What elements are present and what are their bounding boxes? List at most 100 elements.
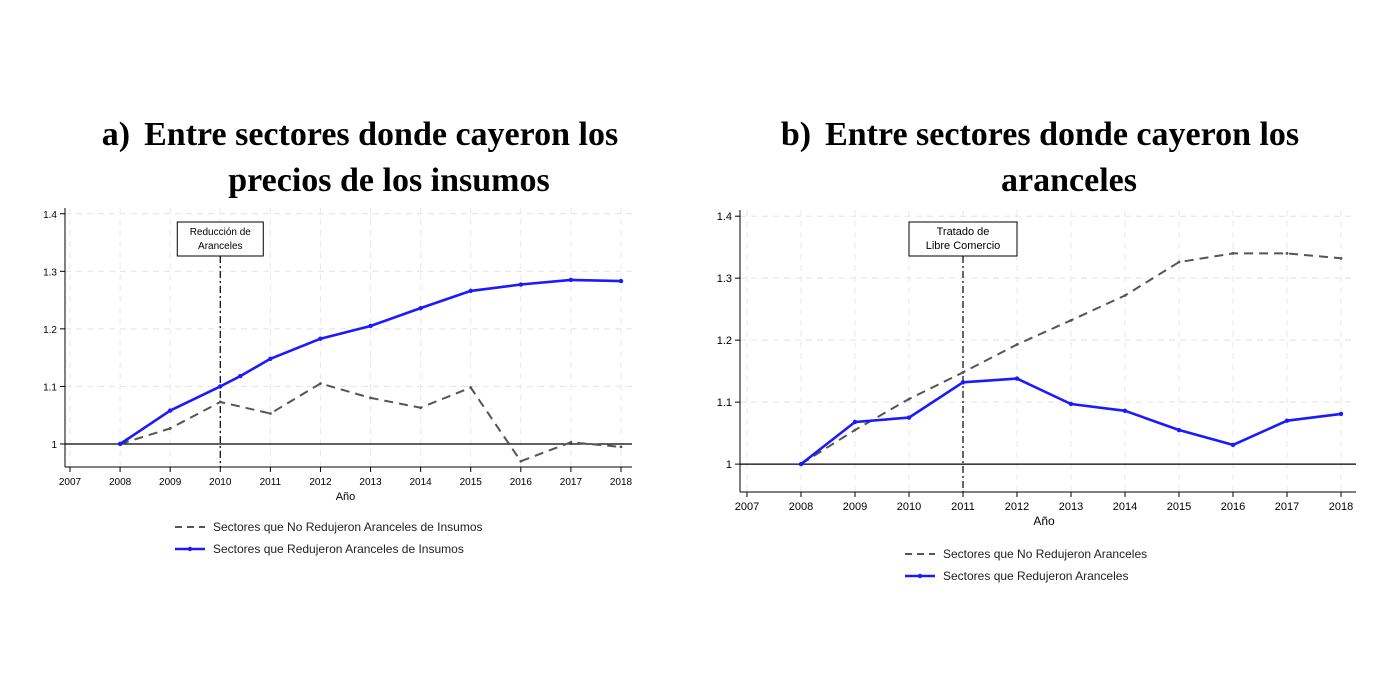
chart-a-xtick-label-4: 2011 bbox=[260, 477, 282, 488]
chart-a-series-0-point-4 bbox=[319, 382, 322, 385]
chart-b-ytick-label-2: 1.2 bbox=[717, 335, 732, 347]
chart-a-annotation-text-1: Aranceles bbox=[198, 241, 242, 252]
chart-b-xtick-label-10: 2017 bbox=[1275, 501, 1299, 513]
chart-a-annotation-box bbox=[176, 221, 264, 257]
chart-b-title: b) Entre sectores donde cayeron los aranc… bbox=[710, 112, 1370, 204]
chart-b-panel-label: b) bbox=[780, 116, 812, 153]
chart-a-xtick-label-6: 2013 bbox=[359, 477, 382, 488]
chart-a-series-1-point-0 bbox=[117, 441, 123, 447]
chart-a-series-0-point-1 bbox=[168, 427, 172, 430]
chart-a-series-0-point-10 bbox=[619, 445, 623, 449]
chart-b-series-1-point-2 bbox=[906, 415, 912, 420]
chart-b-series-0-point-7 bbox=[1177, 260, 1181, 264]
chart-a-xtick-label-3: 2010 bbox=[209, 477, 232, 488]
chart-a-series-1-point-2 bbox=[218, 384, 223, 389]
chart-a-xtick-label-5: 2012 bbox=[309, 477, 332, 488]
chart-a-series-1-point-3 bbox=[238, 373, 243, 379]
chart-a-series-0-point-2 bbox=[218, 400, 222, 404]
chart-b-xtick-label-5: 2012 bbox=[1005, 501, 1029, 513]
chart-a-series-0-point-3 bbox=[268, 412, 272, 415]
chart-a-title-line-1: Entre sectores donde cayeron los bbox=[144, 116, 619, 153]
chart-a: 1 1.1 1.2 1.3 1.4 2007 2008 2009 2010 2011 2012 201… bbox=[43, 208, 633, 556]
chart-b-series-1-point-5 bbox=[1068, 401, 1074, 407]
chart-a-xtick-label-2: 2009 bbox=[159, 477, 182, 488]
chart-b-title-line-2: aranceles bbox=[1001, 162, 1137, 199]
chart-b-xlabel: Año bbox=[1033, 514, 1055, 528]
chart-a-title-line-2: precios de los insumos bbox=[228, 162, 550, 199]
chart-a-xtick-label-0: 2007 bbox=[59, 477, 82, 488]
chart-b-ytick-label-4: 1.4 bbox=[717, 211, 732, 223]
chart-b-xtick-label-4: 2011 bbox=[951, 501, 975, 513]
chart-b-xtick-label-6: 2013 bbox=[1059, 501, 1083, 513]
chart-b-xtick-label-2: 2009 bbox=[843, 501, 867, 513]
chart-b-series-0-point-2 bbox=[907, 397, 911, 401]
chart-b: 1 1.1 1.2 1.3 1.4 2007 2008 2009 2010 2011 2012 201… bbox=[717, 210, 1356, 583]
chart-a-series-0-point-8 bbox=[519, 459, 523, 463]
chart-a-legend-marker-1 bbox=[187, 546, 193, 552]
chart-a-ytick-label-3: 1.3 bbox=[43, 267, 57, 278]
chart-a-series-1-line bbox=[119, 278, 622, 446]
chart-a-series-1-point-7 bbox=[418, 305, 423, 311]
chart-b-series-0-point-8 bbox=[1231, 251, 1235, 255]
chart-b-series-0-point-4 bbox=[1015, 343, 1019, 346]
chart-b-title-line-1: Entre sectores donde cayeron los bbox=[825, 116, 1300, 153]
chart-b-series-0-point-6 bbox=[1123, 294, 1127, 297]
chart-b-series-0-point-3 bbox=[961, 370, 965, 374]
chart-b-xtick-label-8: 2015 bbox=[1167, 501, 1191, 513]
chart-b-xtick-label-0: 2007 bbox=[735, 501, 759, 513]
chart-b-ytick-label-1: 1.1 bbox=[717, 397, 732, 409]
chart-a-series-0-point-6 bbox=[419, 406, 423, 410]
chart-b-series-1-point-1 bbox=[852, 419, 858, 425]
chart-a-series-1-point-1 bbox=[167, 408, 173, 413]
chart-a-xtick-label-11: 2018 bbox=[610, 477, 633, 488]
chart-a-series-1-point-10 bbox=[568, 277, 574, 283]
chart-b-ytick-label-0: 1 bbox=[726, 459, 732, 471]
chart-b-xtick-label-3: 2010 bbox=[897, 501, 921, 513]
chart-b-annotation-text-1: Libre Comercio bbox=[926, 240, 1001, 252]
chart-a-ytick-label-1: 1.1 bbox=[43, 382, 57, 393]
chart-b-annotation-box bbox=[908, 221, 1018, 257]
chart-a-ytick-label-4: 1.4 bbox=[43, 210, 57, 221]
chart-a-xtick-label-9: 2016 bbox=[510, 477, 533, 488]
chart-b-series-1-point-8 bbox=[1230, 442, 1236, 448]
chart-a-ytick-label-0: 1 bbox=[51, 440, 57, 451]
chart-a-xlabel: Año bbox=[336, 491, 356, 503]
chart-a-ytick-label-2: 1.2 bbox=[43, 325, 57, 336]
chart-b-xtick-label-9: 2016 bbox=[1221, 501, 1245, 513]
chart-b-legend-label-0: Sectores que No Redujeron Aranceles bbox=[943, 547, 1147, 561]
chart-a-series-0-point-7 bbox=[469, 386, 473, 389]
chart-b-ytick-label-3: 1.3 bbox=[717, 273, 732, 285]
chart-a-series-1-point-11 bbox=[618, 278, 624, 284]
chart-a-series-1-point-6 bbox=[368, 323, 373, 329]
chart-a-legend-label-1: Sectores que Redujeron Aranceles de Insu… bbox=[213, 542, 464, 556]
chart-b-series-1-point-0 bbox=[798, 461, 804, 467]
chart-b-xtick-label-11: 2018 bbox=[1329, 501, 1353, 513]
chart-a-series-1-point-4 bbox=[268, 356, 273, 361]
chart-b-annotation-text-0: Tratado de bbox=[937, 226, 990, 238]
chart-b-series-0-point-10 bbox=[1339, 256, 1343, 260]
chart-b-xtick-label-1: 2008 bbox=[789, 501, 813, 513]
chart-a-title: a) Entre sectores donde cayeron los preci… bbox=[30, 112, 690, 204]
chart-b-legend-marker-1 bbox=[917, 573, 923, 579]
chart-b-series-1-point-9 bbox=[1284, 418, 1290, 423]
chart-b-series-1-point-6 bbox=[1122, 408, 1128, 414]
chart-a-legend-label-0: Sectores que No Redujeron Aranceles de I… bbox=[213, 520, 483, 534]
chart-a-series-0-point-9 bbox=[569, 440, 573, 444]
chart-b-series-0-point-9 bbox=[1285, 251, 1289, 255]
chart-b-series-1-point-7 bbox=[1176, 427, 1182, 433]
chart-a-series-1-point-5 bbox=[318, 336, 323, 341]
chart-a-series-1-point-8 bbox=[468, 288, 473, 294]
chart-b-series-1-point-10 bbox=[1338, 411, 1344, 417]
chart-b-series-1-point-3 bbox=[960, 380, 966, 385]
chart-a-panel-label: a) bbox=[101, 116, 131, 153]
chart-b-series-1-point-4 bbox=[1014, 376, 1020, 381]
chart-a-series-1-point-9 bbox=[518, 282, 524, 287]
chart-b-legend-label-1: Sectores que Redujeron Aranceles bbox=[943, 569, 1128, 583]
chart-a-series-0-point-5 bbox=[369, 396, 372, 400]
chart-a-xtick-label-10: 2017 bbox=[560, 477, 583, 488]
chart-b-series-0-point-1 bbox=[853, 428, 857, 432]
chart-b-series-0-point-5 bbox=[1069, 318, 1073, 322]
chart-a-xtick-label-1: 2008 bbox=[109, 477, 132, 488]
chart-a-annotation-text-0: Reducción de bbox=[190, 227, 252, 238]
